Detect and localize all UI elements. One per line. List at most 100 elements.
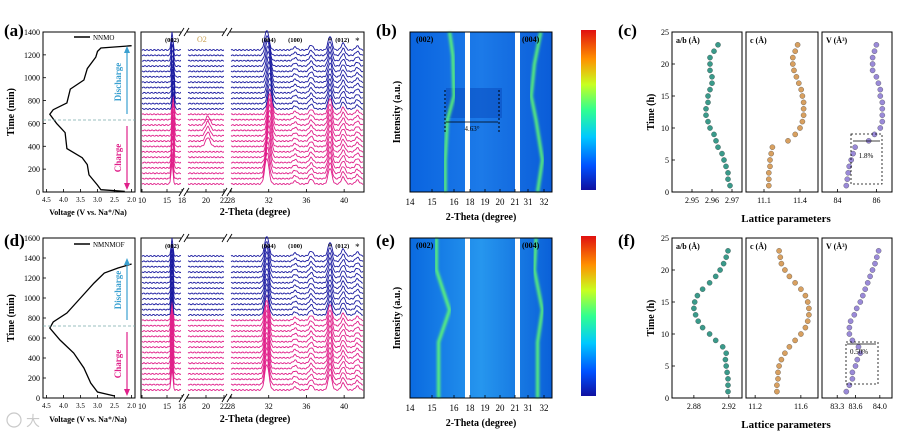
charge-label-bottom: Charge [113, 350, 123, 379]
xrd-peak-label: (100) [288, 37, 302, 44]
x-label-two-theta-b: 2-Theta (degree) [446, 212, 517, 223]
lattice-point-c [775, 376, 781, 382]
voltage-xtick-label: 3.0 [93, 196, 102, 204]
panel-label-c: (c) [618, 21, 637, 40]
lattice-xtick-label-c: 11.1 [757, 196, 771, 205]
xrd-xtick-label: 28 [227, 196, 235, 205]
lattice-point-v [843, 182, 850, 189]
lattice-point-v [879, 112, 886, 118]
x-label-lattice-top: Lattice parameters [741, 213, 831, 225]
xrd-axes-top [140, 31, 365, 193]
contour-xtick-label: 32 [540, 197, 549, 207]
xrd-xtick-label: 10 [138, 402, 146, 411]
lattice-point-ab [715, 144, 721, 150]
lattice-point-c [766, 182, 772, 189]
lattice-axes-c [745, 31, 819, 193]
lattice-ytick-label: 0 [665, 394, 669, 403]
x-label-lattice-bottom: Lattice parameters [741, 419, 831, 431]
lattice-point-c [786, 273, 793, 280]
lattice-point-ab [705, 93, 711, 99]
lattice-point-c [777, 254, 784, 260]
xrd-xtick-label: 32 [265, 196, 273, 205]
lattice-point-c [792, 280, 798, 286]
voltage-ytick-label: 400 [28, 142, 40, 151]
xrd-scan [141, 340, 364, 370]
volume-change-box-top [850, 133, 883, 185]
lattice-point-c [790, 54, 796, 61]
xrd-panel-top: (002) (004) (100) (012)* * O2 10 15 18 20 22 28 32… [138, 27, 365, 218]
xrd-scan [141, 268, 364, 290]
lattice-panel-top: Time (h) a/b (Å) 2.95 2.96 2.97 0 5 10 15 20 25 c … [646, 28, 893, 225]
colorbar-bottom [581, 236, 596, 396]
xrd-scan [141, 282, 364, 306]
xrd-panel-bottom: (002) (004) (100) (012)* * 10 15 18 20 22 28 32 36 4… [138, 233, 365, 425]
xrd-xtick-label: 32 [265, 402, 273, 411]
lattice-point-ab [699, 324, 706, 331]
lattice-point-c [799, 118, 806, 125]
xrd-peak-label: (100) [288, 243, 302, 250]
lattice-point-ab [715, 42, 721, 48]
contour-panel-top: (002) (004) 4.63° Intensity (a.u.) 14 15 1… [392, 30, 596, 223]
xrd-xticks-bottom: 10 15 18 20 22 28 32 36 40 [138, 395, 348, 411]
xrd-star-marker: * [355, 242, 360, 252]
lattice-point-ab [707, 67, 713, 74]
lattice-point-ab [699, 286, 706, 292]
lattice-point-v [869, 67, 876, 74]
lattice-point-v [853, 305, 860, 312]
lattice-point-c [785, 138, 791, 144]
charge-arrowhead-top [124, 183, 130, 190]
lattice-point-c [800, 106, 807, 112]
xrd-scan [141, 294, 364, 317]
lattice-subplots-top: a/b (Å) 2.95 2.96 2.97 0 5 10 15 20 25 c (Å) 11.1 11… [661, 28, 893, 205]
contour-panel-bottom: (002) (004) Intensity (a.u.) 14 15 16 18 19 2… [392, 236, 596, 429]
xrd-peak-label: (004) [262, 243, 276, 250]
lattice-point-ab [707, 54, 713, 61]
contour-xtick-label: 15 [428, 197, 438, 207]
xrd-scan [141, 130, 364, 159]
xrd-peak-labels-bottom: (002) (004) (100) (012)* * [165, 242, 360, 252]
xrd-scan [141, 357, 364, 386]
xrd-break-gap-2-bottom [224, 236, 230, 401]
lattice-point-v [847, 318, 854, 324]
lattice-point-c [800, 99, 807, 106]
lattice-xtick-label-ab: 2.92 [722, 402, 736, 411]
contour-peak-004-top: (004) [522, 35, 540, 44]
xrd-xtick-label: 40 [340, 196, 348, 205]
xrd-xtick-label: 36 [302, 402, 310, 411]
voltage-ytick-label: 800 [28, 314, 40, 323]
lattice-point-ab [691, 305, 697, 312]
lattice-point-ab [725, 176, 731, 182]
lattice-axes-c [745, 237, 819, 399]
xrd-scan [141, 277, 364, 301]
xrd-scan [141, 45, 364, 68]
contour-xtick-label: 14 [406, 403, 416, 413]
xrd-xtick-label: 36 [302, 196, 310, 205]
lattice-point-v [846, 382, 853, 388]
contour-break-2-top [515, 32, 520, 192]
lattice-point-ab [725, 376, 731, 382]
contour-xtick-label: 19 [481, 197, 491, 207]
lattice-point-ab [695, 318, 701, 324]
voltage-axes-top [42, 31, 136, 193]
lattice-point-ab [709, 74, 715, 80]
contour-axes-top [409, 31, 553, 193]
watermark-logo-icon [6, 412, 22, 428]
voltage-ytick-label: 400 [28, 354, 40, 363]
lattice-point-v [879, 118, 886, 125]
xrd-scan [142, 262, 364, 284]
lattice-point-ab [723, 350, 729, 356]
voltage-ytick-label: 1400 [24, 28, 40, 37]
lattice-point-c [792, 337, 798, 344]
voltage-xtick-label: 4.5 [42, 402, 51, 410]
y-label-time-min-top: Time (min) [6, 88, 17, 136]
voltage-ytick-label: 800 [28, 97, 40, 106]
xrd-scan [141, 88, 364, 111]
lattice-point-v [877, 93, 884, 99]
lattice-point-c [802, 292, 809, 299]
xrd-xtick-label: 20 [202, 196, 210, 205]
voltage-xtick-label: 2.5 [110, 196, 119, 204]
xrd-scan [141, 363, 364, 392]
xrd-xtick-label: 18 [178, 402, 186, 411]
xrd-scan [141, 236, 364, 258]
